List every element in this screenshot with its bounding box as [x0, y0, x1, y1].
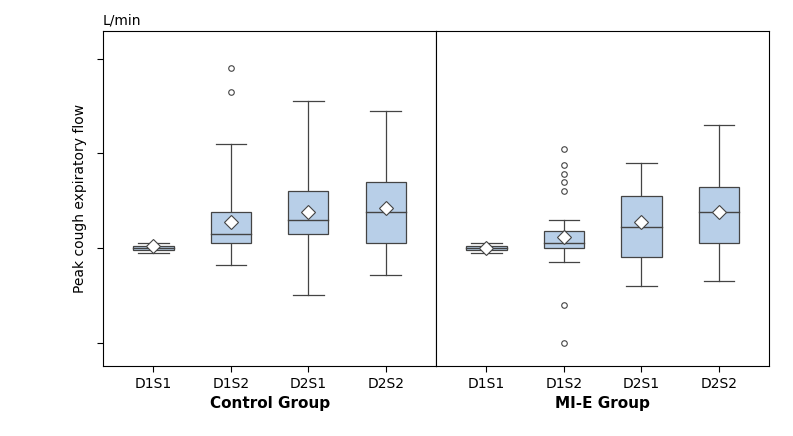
Bar: [288, 191, 328, 234]
Y-axis label: Peak cough expiratory flow: Peak cough expiratory flow: [73, 104, 87, 293]
Bar: [544, 231, 584, 248]
Bar: [466, 246, 507, 250]
Bar: [133, 246, 174, 250]
X-axis label: MI-E Group: MI-E Group: [555, 396, 650, 411]
Bar: [211, 212, 251, 243]
Bar: [621, 196, 661, 258]
Text: L/min: L/min: [103, 13, 142, 27]
Bar: [699, 187, 739, 243]
Bar: [366, 182, 406, 243]
X-axis label: Control Group: Control Group: [209, 396, 330, 411]
